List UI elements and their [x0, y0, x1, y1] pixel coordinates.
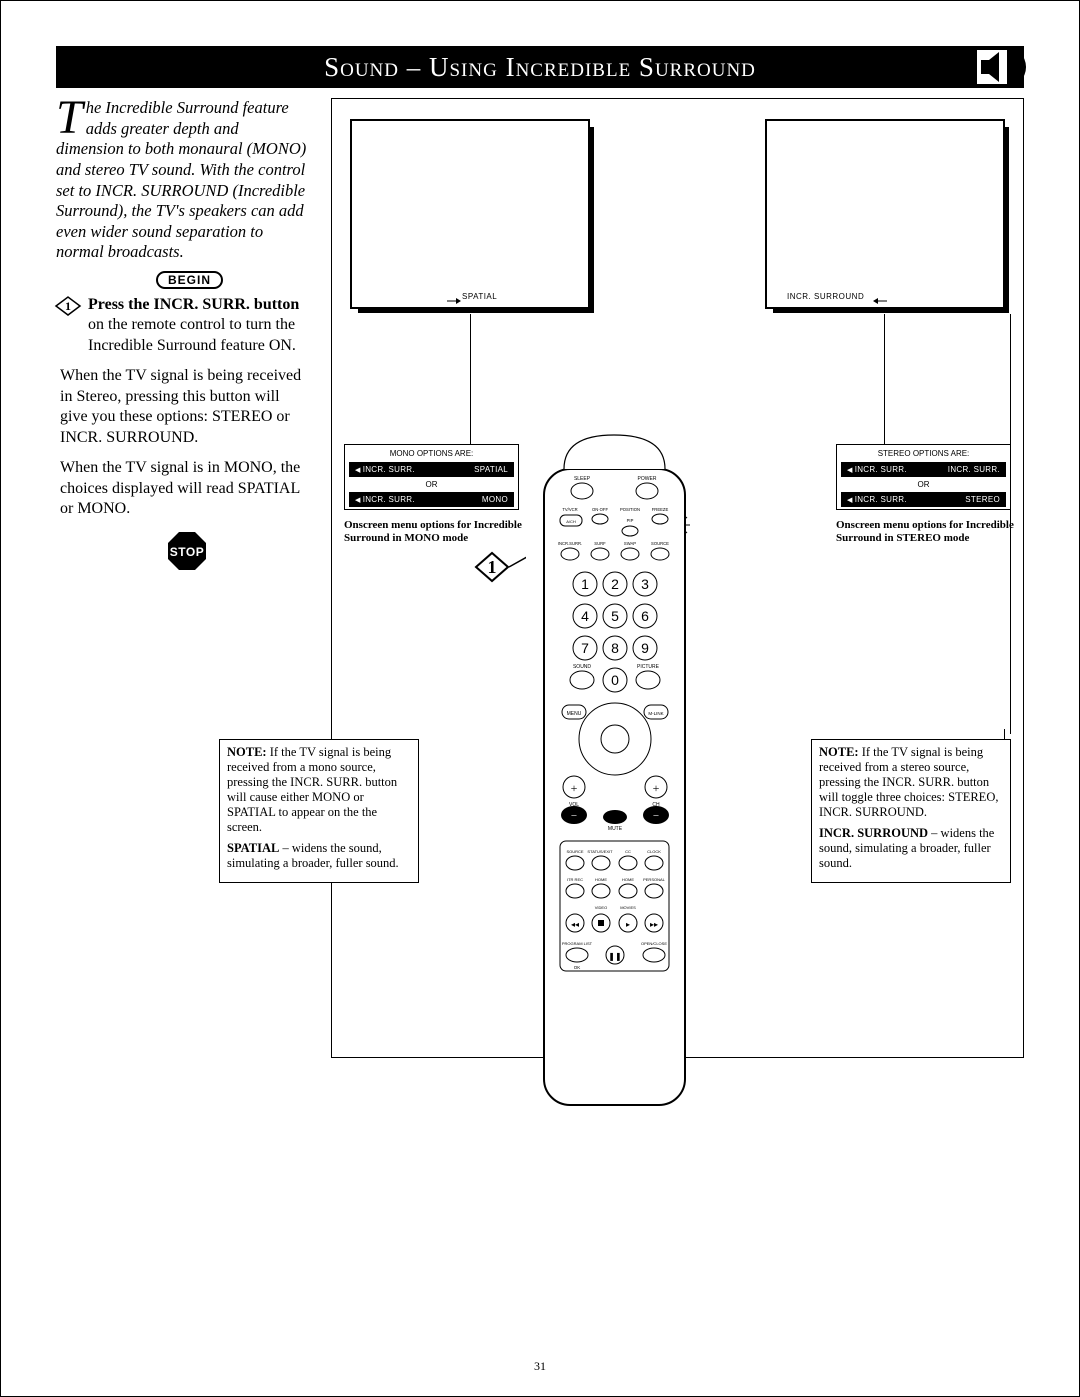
svg-text:SOUND: SOUND [573, 664, 591, 670]
note-stereo: NOTE: If the TV signal is being received… [811, 739, 1011, 883]
svg-text:8: 8 [611, 640, 619, 656]
opt-row: ◀INCR. SURR.INCR. SURR. [841, 462, 1006, 477]
svg-text:SWAP: SWAP [624, 541, 636, 546]
svg-text:INCR.SURR.: INCR.SURR. [558, 541, 582, 546]
svg-text:CH: CH [652, 802, 660, 808]
svg-text:VOL: VOL [569, 802, 579, 808]
svg-text:SURF: SURF [594, 541, 606, 546]
pointer-diamond-icon: 1 [474, 549, 526, 585]
svg-text:7: 7 [581, 640, 589, 656]
svg-text:MENU: MENU [567, 711, 582, 717]
svg-text:PIP: PIP [627, 518, 634, 523]
tv-screen-right: INCR. SURROUND [765, 119, 1005, 309]
svg-text:4: 4 [581, 608, 589, 624]
caption-stereo: Onscreen menu options for Incredible Sur… [836, 519, 1021, 545]
svg-text:0: 0 [611, 672, 619, 688]
opt-row: ◀INCR. SURR.SPATIAL [349, 462, 514, 477]
caption-mono: Onscreen menu options for Incredible Sur… [344, 519, 529, 545]
svg-text:TV/VCR: TV/VCR [562, 507, 577, 512]
svg-text:1: 1 [488, 557, 497, 577]
opt-or: OR [345, 479, 518, 490]
step-number-icon: 1 [54, 295, 82, 317]
connector-line [884, 314, 885, 444]
svg-text:HOME: HOME [622, 877, 634, 882]
screen-label-incr: INCR. SURROUND [787, 292, 864, 301]
svg-text:1: 1 [581, 576, 589, 592]
page-title: Sound – Using Incredible Surround [324, 52, 756, 83]
para-stereo: When the TV signal is being received in … [56, 366, 311, 448]
svg-text:5: 5 [611, 608, 619, 624]
svg-text:SOURCE: SOURCE [651, 541, 669, 546]
svg-text:PERSONAL: PERSONAL [643, 877, 666, 882]
svg-text:OK: OK [574, 965, 581, 970]
svg-text:3: 3 [641, 576, 649, 592]
svg-text:❚❚: ❚❚ [608, 952, 621, 961]
svg-text:+: + [571, 781, 578, 795]
step-rest: on the remote control to turn the Incred… [88, 316, 296, 353]
svg-text:−: − [653, 810, 659, 822]
svg-text:POWER: POWER [638, 476, 657, 482]
opt-or: OR [837, 479, 1010, 490]
svg-text:STOP: STOP [170, 545, 204, 559]
svg-text:ON·OFF: ON·OFF [592, 507, 608, 512]
svg-text:SOURCE: SOURCE [566, 849, 583, 854]
page-number: 31 [1, 1359, 1079, 1374]
svg-text:PICTURE: PICTURE [637, 664, 660, 670]
options-box-mono: MONO OPTIONS ARE: ◀INCR. SURR.SPATIAL OR… [344, 444, 519, 510]
step-bold: Press the INCR. SURR. button [88, 296, 299, 313]
opt-row: ◀INCR. SURR.MONO [349, 492, 514, 507]
svg-text:9: 9 [641, 640, 649, 656]
svg-text:▸: ▸ [626, 920, 630, 929]
remote-control: SLEEP POWER TV/VCR ON·OFF POSITION FREEZE P… [542, 429, 687, 1109]
note-mono: NOTE: If the TV signal is being received… [219, 739, 419, 883]
svg-text:CLOCK: CLOCK [647, 849, 661, 854]
svg-text:POSITION: POSITION [620, 507, 640, 512]
title-bar: Sound – Using Incredible Surround [56, 46, 1024, 88]
opt-title: STEREO OPTIONS ARE: [837, 445, 1010, 460]
svg-text:PROGRAM LIST: PROGRAM LIST [562, 941, 593, 946]
arrow-left-icon [873, 292, 887, 300]
svg-text:+: + [653, 781, 660, 795]
para-mono: When the TV signal is in MONO, the choic… [56, 458, 311, 519]
svg-text:M-LINK: M-LINK [648, 711, 663, 716]
begin-badge: BEGIN [156, 271, 223, 289]
svg-text:ITR REC: ITR REC [567, 877, 583, 882]
page: Sound – Using Incredible Surround The In… [0, 0, 1080, 1397]
svg-text:−: − [571, 810, 577, 822]
svg-text:A/CH: A/CH [566, 519, 576, 524]
svg-text:1: 1 [65, 299, 71, 313]
tv-screen-left: SPATIAL [350, 119, 590, 309]
options-box-stereo: STEREO OPTIONS ARE: ◀INCR. SURR.INCR. SU… [836, 444, 1011, 510]
svg-text:CC: CC [625, 849, 631, 854]
svg-text:MOVIES: MOVIES [620, 905, 636, 910]
svg-text:◂◂: ◂◂ [571, 920, 579, 929]
svg-text:MUTE: MUTE [608, 826, 623, 832]
speaker-icon [977, 50, 1032, 84]
left-column: The Incredible Surround feature adds gre… [56, 98, 311, 1058]
intro-paragraph: The Incredible Surround feature adds gre… [56, 98, 311, 263]
stop-icon: STOP [166, 530, 208, 572]
svg-text:STATUS/EXIT: STATUS/EXIT [587, 849, 613, 854]
svg-text:FREEZE: FREEZE [652, 507, 669, 512]
svg-text:SLEEP: SLEEP [574, 476, 591, 482]
svg-text:6: 6 [641, 608, 649, 624]
diagram-area: SPATIAL INCR. SURROUND MONO OPTIONS ARE:… [331, 98, 1024, 1058]
connector-line [470, 314, 471, 444]
svg-text:HOME: HOME [595, 877, 607, 882]
arrow-right-icon [447, 292, 461, 300]
svg-text:2: 2 [611, 576, 619, 592]
svg-text:OPEN/CLOSE: OPEN/CLOSE [641, 941, 667, 946]
svg-text:VIDEO: VIDEO [595, 905, 607, 910]
screen-label-spatial: SPATIAL [462, 292, 497, 301]
svg-text:▸▸: ▸▸ [650, 920, 658, 929]
step-1: 1 Press the INCR. SURR. button on the re… [56, 295, 311, 356]
opt-title: MONO OPTIONS ARE: [345, 445, 518, 460]
opt-row: ◀INCR. SURR.STEREO [841, 492, 1006, 507]
